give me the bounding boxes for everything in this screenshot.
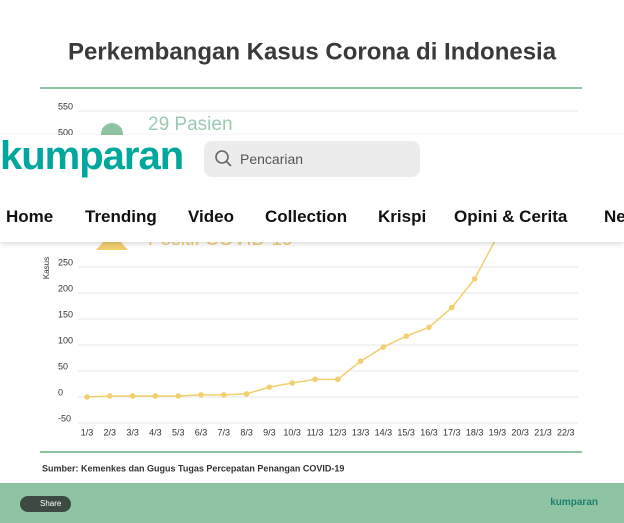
x-tick-label: 7/3 xyxy=(218,427,231,437)
data-point xyxy=(380,344,387,350)
y-tick-label: 250 xyxy=(58,257,73,267)
x-tick-label: 18/3 xyxy=(466,427,484,437)
y-tick-label: 100 xyxy=(58,335,73,345)
x-tick-label: 17/3 xyxy=(443,427,461,437)
data-point xyxy=(357,358,364,364)
x-tick-label: 8/3 xyxy=(240,427,253,437)
data-point xyxy=(221,392,227,398)
y-axis-label: Kasus xyxy=(42,257,51,279)
menu-item[interactable]: News xyxy=(604,207,624,226)
data-point xyxy=(84,394,90,400)
footer-logo: kumparan xyxy=(550,497,598,508)
data-point xyxy=(152,393,159,399)
x-tick-label: 5/3 xyxy=(172,427,185,437)
x-tick-label: 6/3 xyxy=(195,427,208,437)
x-tick-label: 16/3 xyxy=(420,427,438,437)
search-icon xyxy=(215,150,232,167)
data-point xyxy=(289,380,296,386)
search-placeholder: Pencarian xyxy=(240,151,304,167)
data-point xyxy=(471,276,478,282)
x-tick-label: 19/3 xyxy=(489,427,507,437)
footer: Share kumparan xyxy=(0,483,624,523)
y-tick-label: 550 xyxy=(58,101,73,111)
x-tick-label: 9/3 xyxy=(263,427,276,437)
x-tick-label: 12/3 xyxy=(329,427,347,437)
nav-bar: Pencarian Home Trending Video Collection Kri… xyxy=(0,135,624,242)
y-tick-label: 150 xyxy=(58,309,73,319)
data-point xyxy=(198,392,204,398)
x-tick-label: 15/3 xyxy=(397,427,415,437)
data-point xyxy=(403,333,410,339)
menu-item[interactable]: Trending xyxy=(85,207,157,226)
search-box[interactable]: Pencarian xyxy=(204,141,420,177)
x-tick-label: 14/3 xyxy=(375,427,393,437)
logo[interactable]: kumparan xyxy=(0,134,184,178)
data-point xyxy=(312,376,318,383)
x-tick-label: 22/3 xyxy=(557,427,575,437)
x-tick-label: 10/3 xyxy=(283,427,301,437)
menu-item[interactable]: Opini & Cerita xyxy=(454,207,568,226)
x-tick-label: 20/3 xyxy=(511,427,529,437)
menu-item[interactable]: Video xyxy=(188,207,234,226)
y-tick-label: 50 xyxy=(58,361,68,371)
data-point xyxy=(107,393,113,399)
menu-item[interactable]: Home xyxy=(6,207,54,226)
y-tick-label: 0 xyxy=(58,387,63,397)
menu-item[interactable]: Collection xyxy=(265,207,348,226)
annotation: 29 Pasien xyxy=(148,114,233,135)
y-tick-label: 200 xyxy=(58,283,73,293)
data-point xyxy=(426,324,432,331)
share-button[interactable]: Share xyxy=(20,496,72,512)
y-tick-label: -50 xyxy=(58,413,71,423)
data-point xyxy=(243,391,250,397)
x-tick-label: 2/3 xyxy=(104,427,117,437)
menu-item[interactable]: Krispi xyxy=(378,207,427,226)
x-tick-label: 4/3 xyxy=(149,427,162,437)
y-tick-label: 500 xyxy=(58,127,73,137)
chart-title: Perkembangan Kasus Corona di Indonesia xyxy=(68,38,557,65)
data-point xyxy=(449,304,455,311)
data-point xyxy=(266,384,273,390)
source: Sumber: Kemenkes dan Gugus Tugas Percepa… xyxy=(42,463,344,473)
x-tick-label: 11/3 xyxy=(307,427,324,437)
x-tick-label: 21/3 xyxy=(534,427,552,437)
data-point xyxy=(175,393,181,399)
data-point xyxy=(129,393,136,399)
x-tick-label: 3/3 xyxy=(126,427,139,437)
data-point xyxy=(335,376,341,383)
series-line xyxy=(86,235,499,398)
x-tick-label: 1/3 xyxy=(81,427,94,437)
x-tick-label: 13/3 xyxy=(352,427,370,437)
